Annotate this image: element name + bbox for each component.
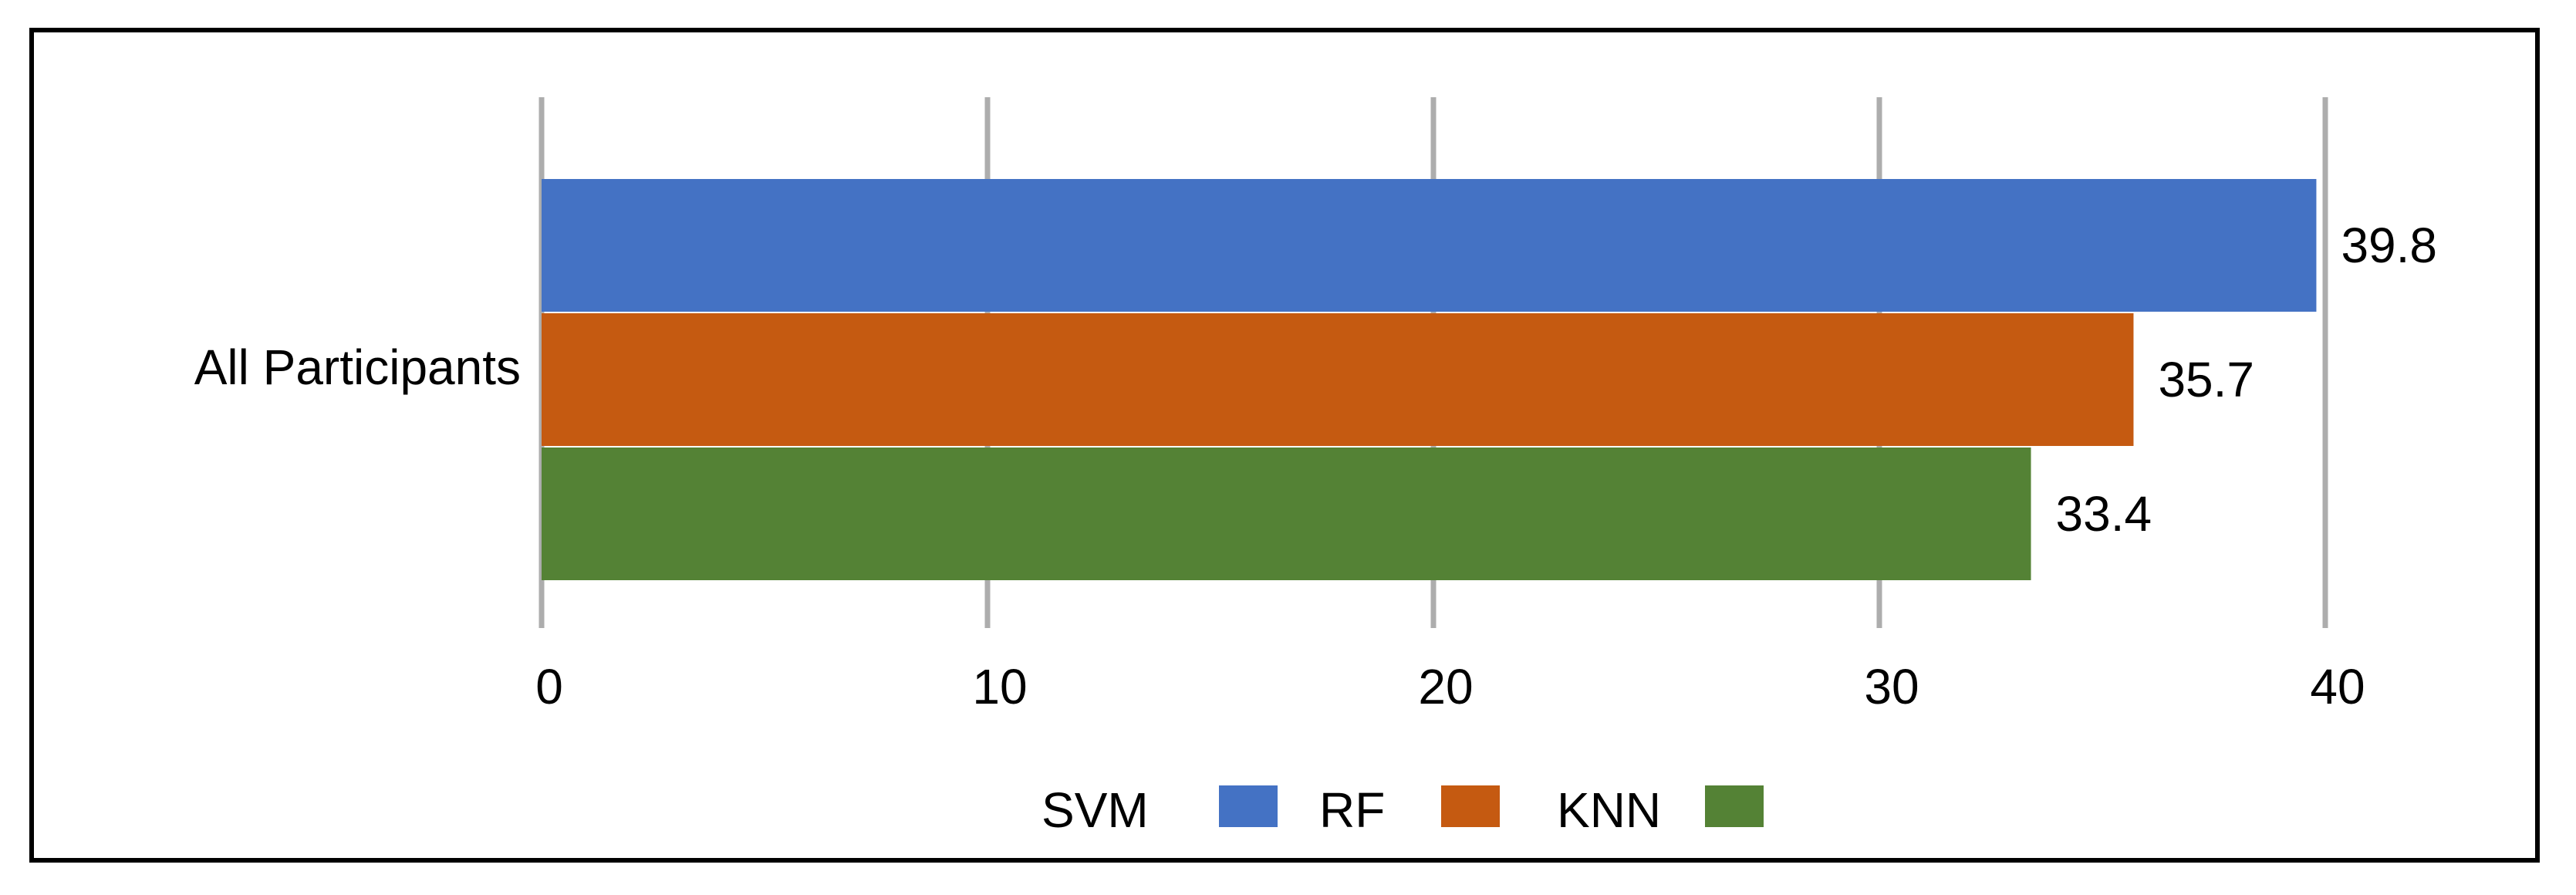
x-tick-label: 10 (972, 659, 1027, 714)
legend-label-svm: SVM (1042, 782, 1149, 838)
legend-swatch-knn (1705, 785, 1764, 827)
bar-knn (542, 448, 2031, 580)
x-tick-label: 40 (2310, 659, 2365, 714)
bars (542, 179, 2317, 580)
x-tick-label: 20 (1418, 659, 1473, 714)
legend-swatch-rf (1441, 785, 1500, 827)
category-label: All Participants (194, 339, 521, 395)
bar-rf (542, 313, 2134, 446)
x-tick-label: 0 (535, 659, 563, 714)
data-labels: 39.8 35.7 33.4 (2056, 218, 2437, 542)
data-label-knn: 33.4 (2056, 486, 2152, 542)
bar-svm (542, 179, 2317, 312)
legend-label-rf: RF (1319, 782, 1385, 838)
legend: SVM RF KNN (1042, 782, 1764, 838)
data-label-svm: 39.8 (2341, 218, 2437, 273)
legend-label-knn: KNN (1557, 782, 1661, 838)
legend-swatch-svm (1219, 785, 1278, 827)
x-tick-label: 30 (1864, 659, 1919, 714)
x-axis-tick-labels: 0 10 20 30 40 (535, 659, 2365, 714)
category-labels: All Participants (194, 339, 521, 395)
data-label-rf: 35.7 (2158, 352, 2254, 407)
